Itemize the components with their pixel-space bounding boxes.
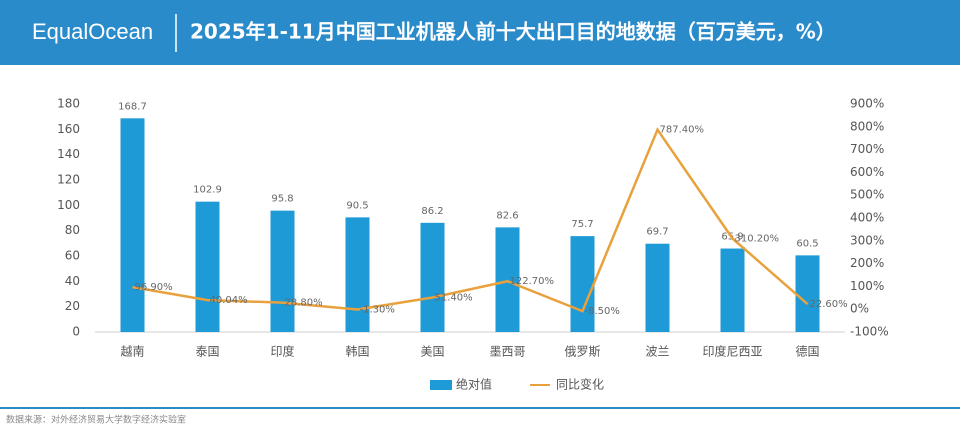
y-tick-label: 160 <box>57 122 80 136</box>
line-value-label: 96.90% <box>135 282 173 293</box>
bar <box>645 243 670 332</box>
y-tick-label: 20 <box>65 299 80 313</box>
bar <box>720 248 745 332</box>
chart-title: 2025年1-11月中国工业机器人前十大出口目的地数据（百万美元，%） <box>190 20 836 44</box>
y2-tick-label: 0% <box>850 302 869 316</box>
line-value-label: 51.40% <box>435 292 473 303</box>
bar <box>420 222 445 332</box>
line-value-label: 787.40% <box>660 125 705 136</box>
x-tick-label: 俄罗斯 <box>564 345 600 359</box>
legend-label: 同比变化 <box>556 377 604 392</box>
y-tick-label: 0 <box>72 325 80 339</box>
bar-value-label: 75.7 <box>571 219 593 230</box>
bar <box>345 217 370 332</box>
y-tick-label: 140 <box>57 147 80 161</box>
source-note: 数据来源：对外经济贸易大学数字经济实验室 <box>6 414 186 426</box>
y2-tick-label: 600% <box>850 165 884 179</box>
y-tick-label: 120 <box>57 173 80 187</box>
y2-tick-label: 500% <box>850 188 884 202</box>
x-tick-label: 墨西哥 <box>489 345 525 359</box>
y2-tick-label: 800% <box>850 119 884 133</box>
bar <box>795 255 820 332</box>
bar <box>270 210 295 332</box>
y2-tick-label: 100% <box>850 279 884 293</box>
logo: EqualOcean <box>32 19 153 44</box>
bar-value-label: 90.5 <box>346 200 368 211</box>
line-value-label: 28.80% <box>285 298 323 309</box>
y-tick-label: 80 <box>65 223 80 237</box>
x-tick-label: 韩国 <box>345 344 369 359</box>
bar <box>195 201 220 332</box>
x-tick-label: 印度尼西亚 <box>702 344 762 359</box>
y-tick-label: 60 <box>65 249 80 263</box>
x-tick-label: 越南 <box>120 344 144 359</box>
y2-tick-label: 200% <box>850 256 884 270</box>
bar <box>120 118 145 333</box>
line-value-label: 40.04% <box>210 295 248 306</box>
bar-value-label: 95.8 <box>271 194 293 205</box>
bar-value-label: 60.5 <box>796 238 818 249</box>
y-tick-label: 180 <box>57 97 80 111</box>
bar-value-label: 168.7 <box>118 101 147 112</box>
x-tick-label: 德国 <box>795 344 819 359</box>
bar <box>570 236 595 332</box>
header-banner <box>0 0 960 65</box>
bar <box>495 227 520 332</box>
y-tick-label: 40 <box>65 274 80 288</box>
y2-tick-label: 700% <box>850 142 884 156</box>
line-value-label: 22.60% <box>810 299 848 310</box>
line-value-label: 122.70% <box>510 276 555 287</box>
x-tick-label: 泰国 <box>195 345 219 359</box>
bar-value-label: 86.2 <box>421 206 443 217</box>
legend-label: 绝对值 <box>456 377 492 392</box>
x-tick-label: 美国 <box>420 345 444 359</box>
line <box>132 127 809 313</box>
legend-swatch <box>430 380 452 390</box>
bar-value-label: 69.7 <box>646 227 668 238</box>
y2-tick-label: -100% <box>850 325 889 339</box>
bar-value-label: 82.6 <box>496 210 518 221</box>
line-value-label: -8.50% <box>585 306 620 317</box>
y2-tick-label: 300% <box>850 233 884 247</box>
line-value-label: -1.30% <box>360 304 395 315</box>
y-tick-label: 100 <box>57 198 80 212</box>
x-tick-label: 印度 <box>270 344 294 359</box>
bar-value-label: 102.9 <box>193 185 222 196</box>
y2-tick-label: 400% <box>850 211 884 225</box>
line-value-label: 310.20% <box>735 233 780 244</box>
x-tick-label: 波兰 <box>645 345 669 359</box>
y2-tick-label: 900% <box>850 97 884 111</box>
